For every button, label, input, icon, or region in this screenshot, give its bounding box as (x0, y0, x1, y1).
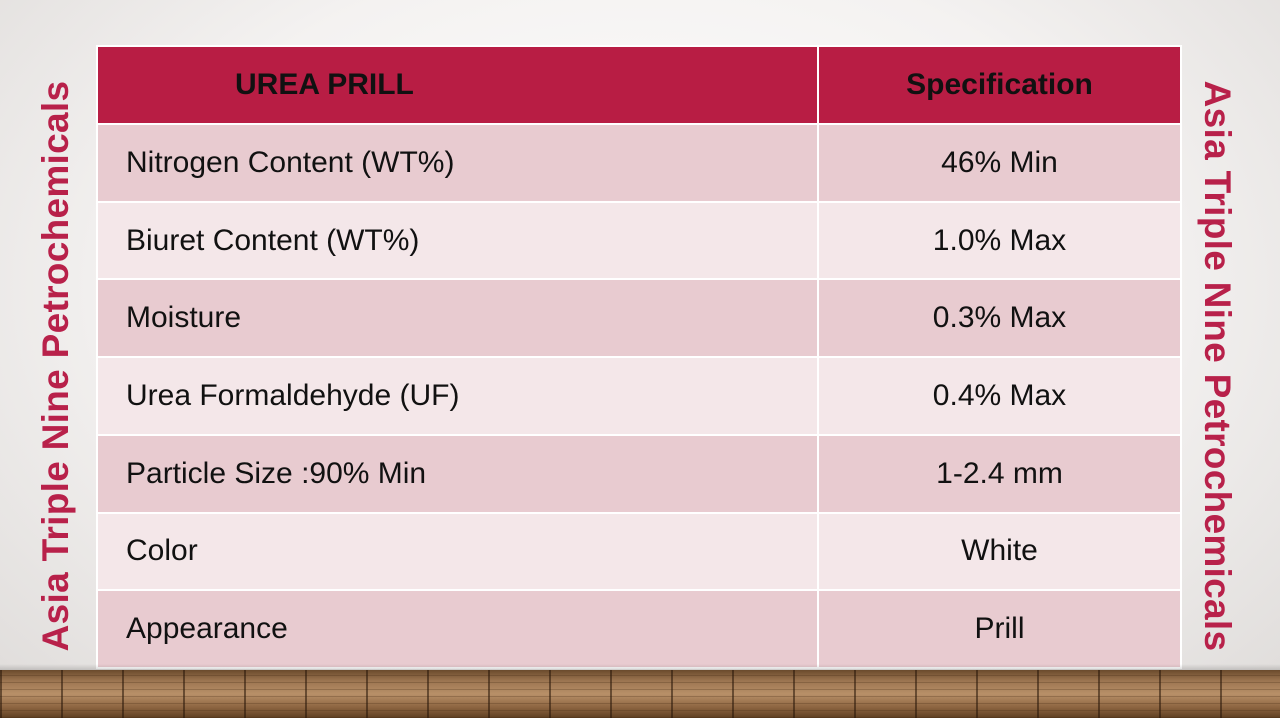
table-row: Moisture 0.3% Max (96, 278, 1182, 359)
table-row: Urea Formaldehyde (UF) 0.4% Max (96, 356, 1182, 436)
row-value: White (817, 511, 1182, 592)
spec-table: UREA PRILL Specification Nitrogen Conten… (96, 45, 1182, 669)
row-property: Nitrogen Content (WT%) (96, 123, 819, 203)
table-row: Color White (96, 511, 1182, 592)
wood-floor-decoration (0, 670, 1280, 718)
floor-shadow (0, 664, 1280, 670)
row-value: Prill (817, 589, 1182, 669)
side-label-right: Asia Triple Nine Petrochemicals (1197, 80, 1238, 652)
table-row: Nitrogen Content (WT%) 46% Min (96, 123, 1182, 203)
table-row: Biuret Content (WT%) 1.0% Max (96, 200, 1182, 281)
row-value: 0.3% Max (817, 278, 1182, 359)
row-property: Appearance (96, 589, 819, 669)
table-row: Particle Size :90% Min 1-2.4 mm (96, 433, 1182, 514)
row-value: 1-2.4 mm (817, 433, 1182, 514)
row-property: Urea Formaldehyde (UF) (96, 356, 819, 436)
row-property: Moisture (96, 278, 819, 359)
table-header-row: UREA PRILL Specification (96, 45, 1182, 125)
row-property: Color (96, 511, 819, 592)
header-specification: Specification (817, 45, 1182, 125)
row-value: 46% Min (817, 123, 1182, 203)
row-value: 0.4% Max (817, 356, 1182, 436)
header-product: UREA PRILL (96, 45, 819, 125)
row-property: Biuret Content (WT%) (96, 200, 819, 281)
side-label-left: Asia Triple Nine Petrochemicals (35, 80, 76, 652)
row-property: Particle Size :90% Min (96, 433, 819, 514)
row-value: 1.0% Max (817, 200, 1182, 281)
table-row: Appearance Prill (96, 589, 1182, 669)
